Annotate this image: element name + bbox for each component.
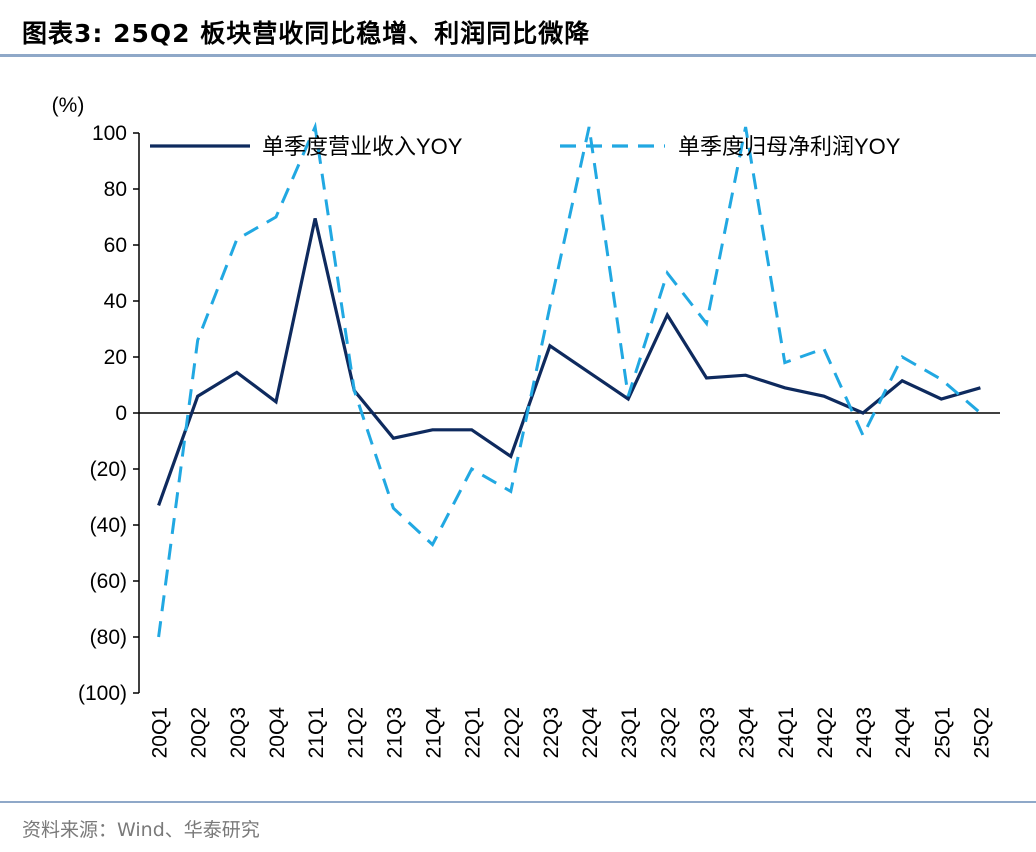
x-tick-label: 22Q3	[540, 707, 563, 758]
x-tick-label: 20Q1	[149, 707, 172, 758]
x-tick-label: 21Q1	[305, 707, 328, 758]
series-line-2	[157, 121, 982, 638]
y-tick-label: (100)	[78, 682, 127, 705]
x-tick-label: 25Q1	[931, 707, 954, 758]
source-rule	[0, 801, 1036, 803]
series-line-1	[157, 218, 981, 506]
x-tick-label: 22Q1	[462, 707, 485, 758]
title-rule	[0, 54, 1036, 57]
x-tick-label: 21Q3	[383, 707, 406, 758]
x-tick-label: 25Q2	[970, 707, 993, 758]
y-tick-label: 100	[92, 122, 127, 145]
x-tick-label: 24Q2	[814, 707, 837, 758]
legend: 单季度营业收入YOY 单季度归母净利润YOY	[150, 134, 901, 159]
y-axis: (%) 100 80 60 40 20 0 (20) (40) (60) (80) (100)	[52, 94, 140, 705]
x-tick-label: 24Q1	[775, 707, 798, 758]
y-tick-label: (60)	[90, 570, 127, 593]
x-axis: 20Q1 20Q2 20Q3 20Q4 21Q1 21Q2 21Q3 21Q4 22Q1 22Q2…	[139, 412, 1000, 759]
y-tick-label: 0	[115, 402, 127, 425]
x-tick-label: 23Q2	[657, 707, 680, 758]
x-tick-label: 23Q3	[696, 707, 719, 758]
y-tick-label: (20)	[90, 458, 127, 481]
x-tick-label: 23Q1	[618, 707, 641, 758]
x-tick-label: 24Q3	[853, 707, 876, 758]
x-tick-label: 20Q3	[227, 707, 250, 758]
x-tick-label: 23Q4	[736, 707, 759, 759]
y-tick-label: 80	[104, 178, 127, 201]
x-tick-label: 21Q2	[344, 707, 367, 758]
legend-label: 单季度营业收入YOY	[262, 134, 463, 159]
series-layer	[157, 121, 982, 638]
x-tick-label: 21Q4	[423, 707, 446, 759]
figure-title: 图表3: 25Q2 板块营收同比稳增、利润同比微降	[22, 19, 591, 48]
x-tick-label: 22Q2	[501, 707, 524, 758]
y-tick-label: 40	[104, 290, 127, 313]
x-tick-label: 24Q4	[892, 707, 915, 759]
line-chart: (%) 100 80 60 40 20 0 (20) (40) (60) (80) (100) 20Q…	[52, 94, 1000, 759]
y-axis-unit: (%)	[52, 94, 85, 117]
y-tick-label: (80)	[90, 626, 127, 649]
y-tick-label: 20	[104, 346, 127, 369]
x-tick-label: 20Q2	[188, 707, 211, 758]
x-tick-label: 20Q4	[266, 707, 289, 759]
x-tick-label: 22Q4	[579, 707, 602, 759]
y-tick-label: 60	[104, 234, 127, 257]
source-note: 资料来源：Wind、华泰研究	[22, 819, 260, 841]
y-tick-label: (40)	[90, 514, 127, 537]
legend-label: 单季度归母净利润YOY	[678, 134, 901, 159]
